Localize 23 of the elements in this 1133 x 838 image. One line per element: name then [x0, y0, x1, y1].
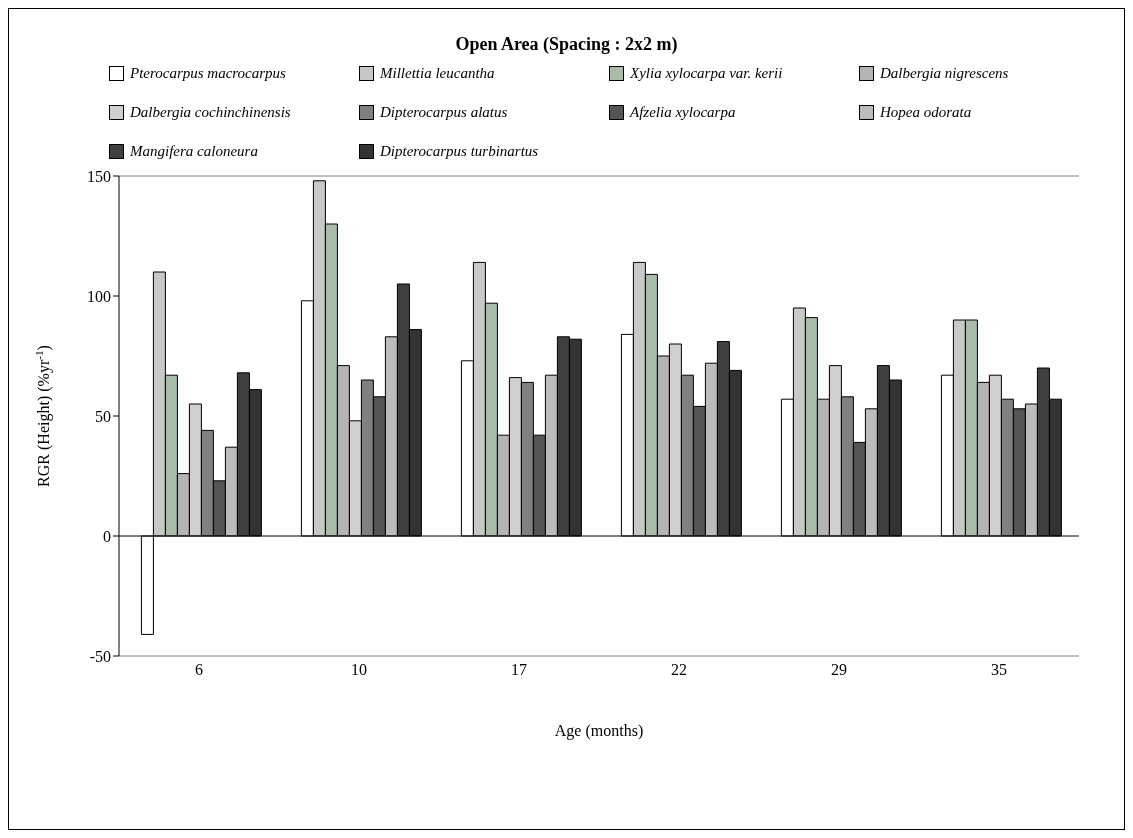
legend-label: Pterocarpus macrocarpus — [130, 65, 286, 82]
x-tick-label: 35 — [991, 661, 1007, 679]
chart-title: Open Area (Spacing : 2x2 m) — [454, 34, 679, 55]
x-axis-title: Age (months) — [554, 722, 644, 740]
legend-label: Dipterocarpus alatus — [380, 104, 508, 121]
legend-label: Dalbergia nigrescens — [880, 65, 1009, 82]
y-tick-label: 0 — [103, 527, 111, 545]
y-tick-label: -50 — [89, 647, 111, 665]
legend-label: Mangifera caloneura — [130, 143, 258, 160]
y-tick-label: 150 — [87, 167, 111, 185]
x-tick-label: 10 — [351, 661, 367, 679]
legend-label: Hopea odorata — [880, 104, 972, 121]
legend-label: Dalbergia cochinchinensis — [130, 104, 291, 121]
y-tick-label: 50 — [95, 407, 111, 425]
legend-label: Xylia xylocarpa var. kerii — [630, 65, 783, 82]
x-tick-label: 29 — [831, 661, 847, 679]
x-tick-label: 6 — [195, 661, 203, 679]
y-tick-label: 100 — [87, 287, 111, 305]
legend-label: Dipterocarpus turbinartus — [380, 143, 539, 160]
legend-label: Afzelia xylocarpa — [630, 104, 736, 121]
x-tick-label: 17 — [511, 661, 527, 679]
legend-label: Millettia leucantha — [380, 65, 495, 82]
x-tick-label: 22 — [671, 661, 687, 679]
